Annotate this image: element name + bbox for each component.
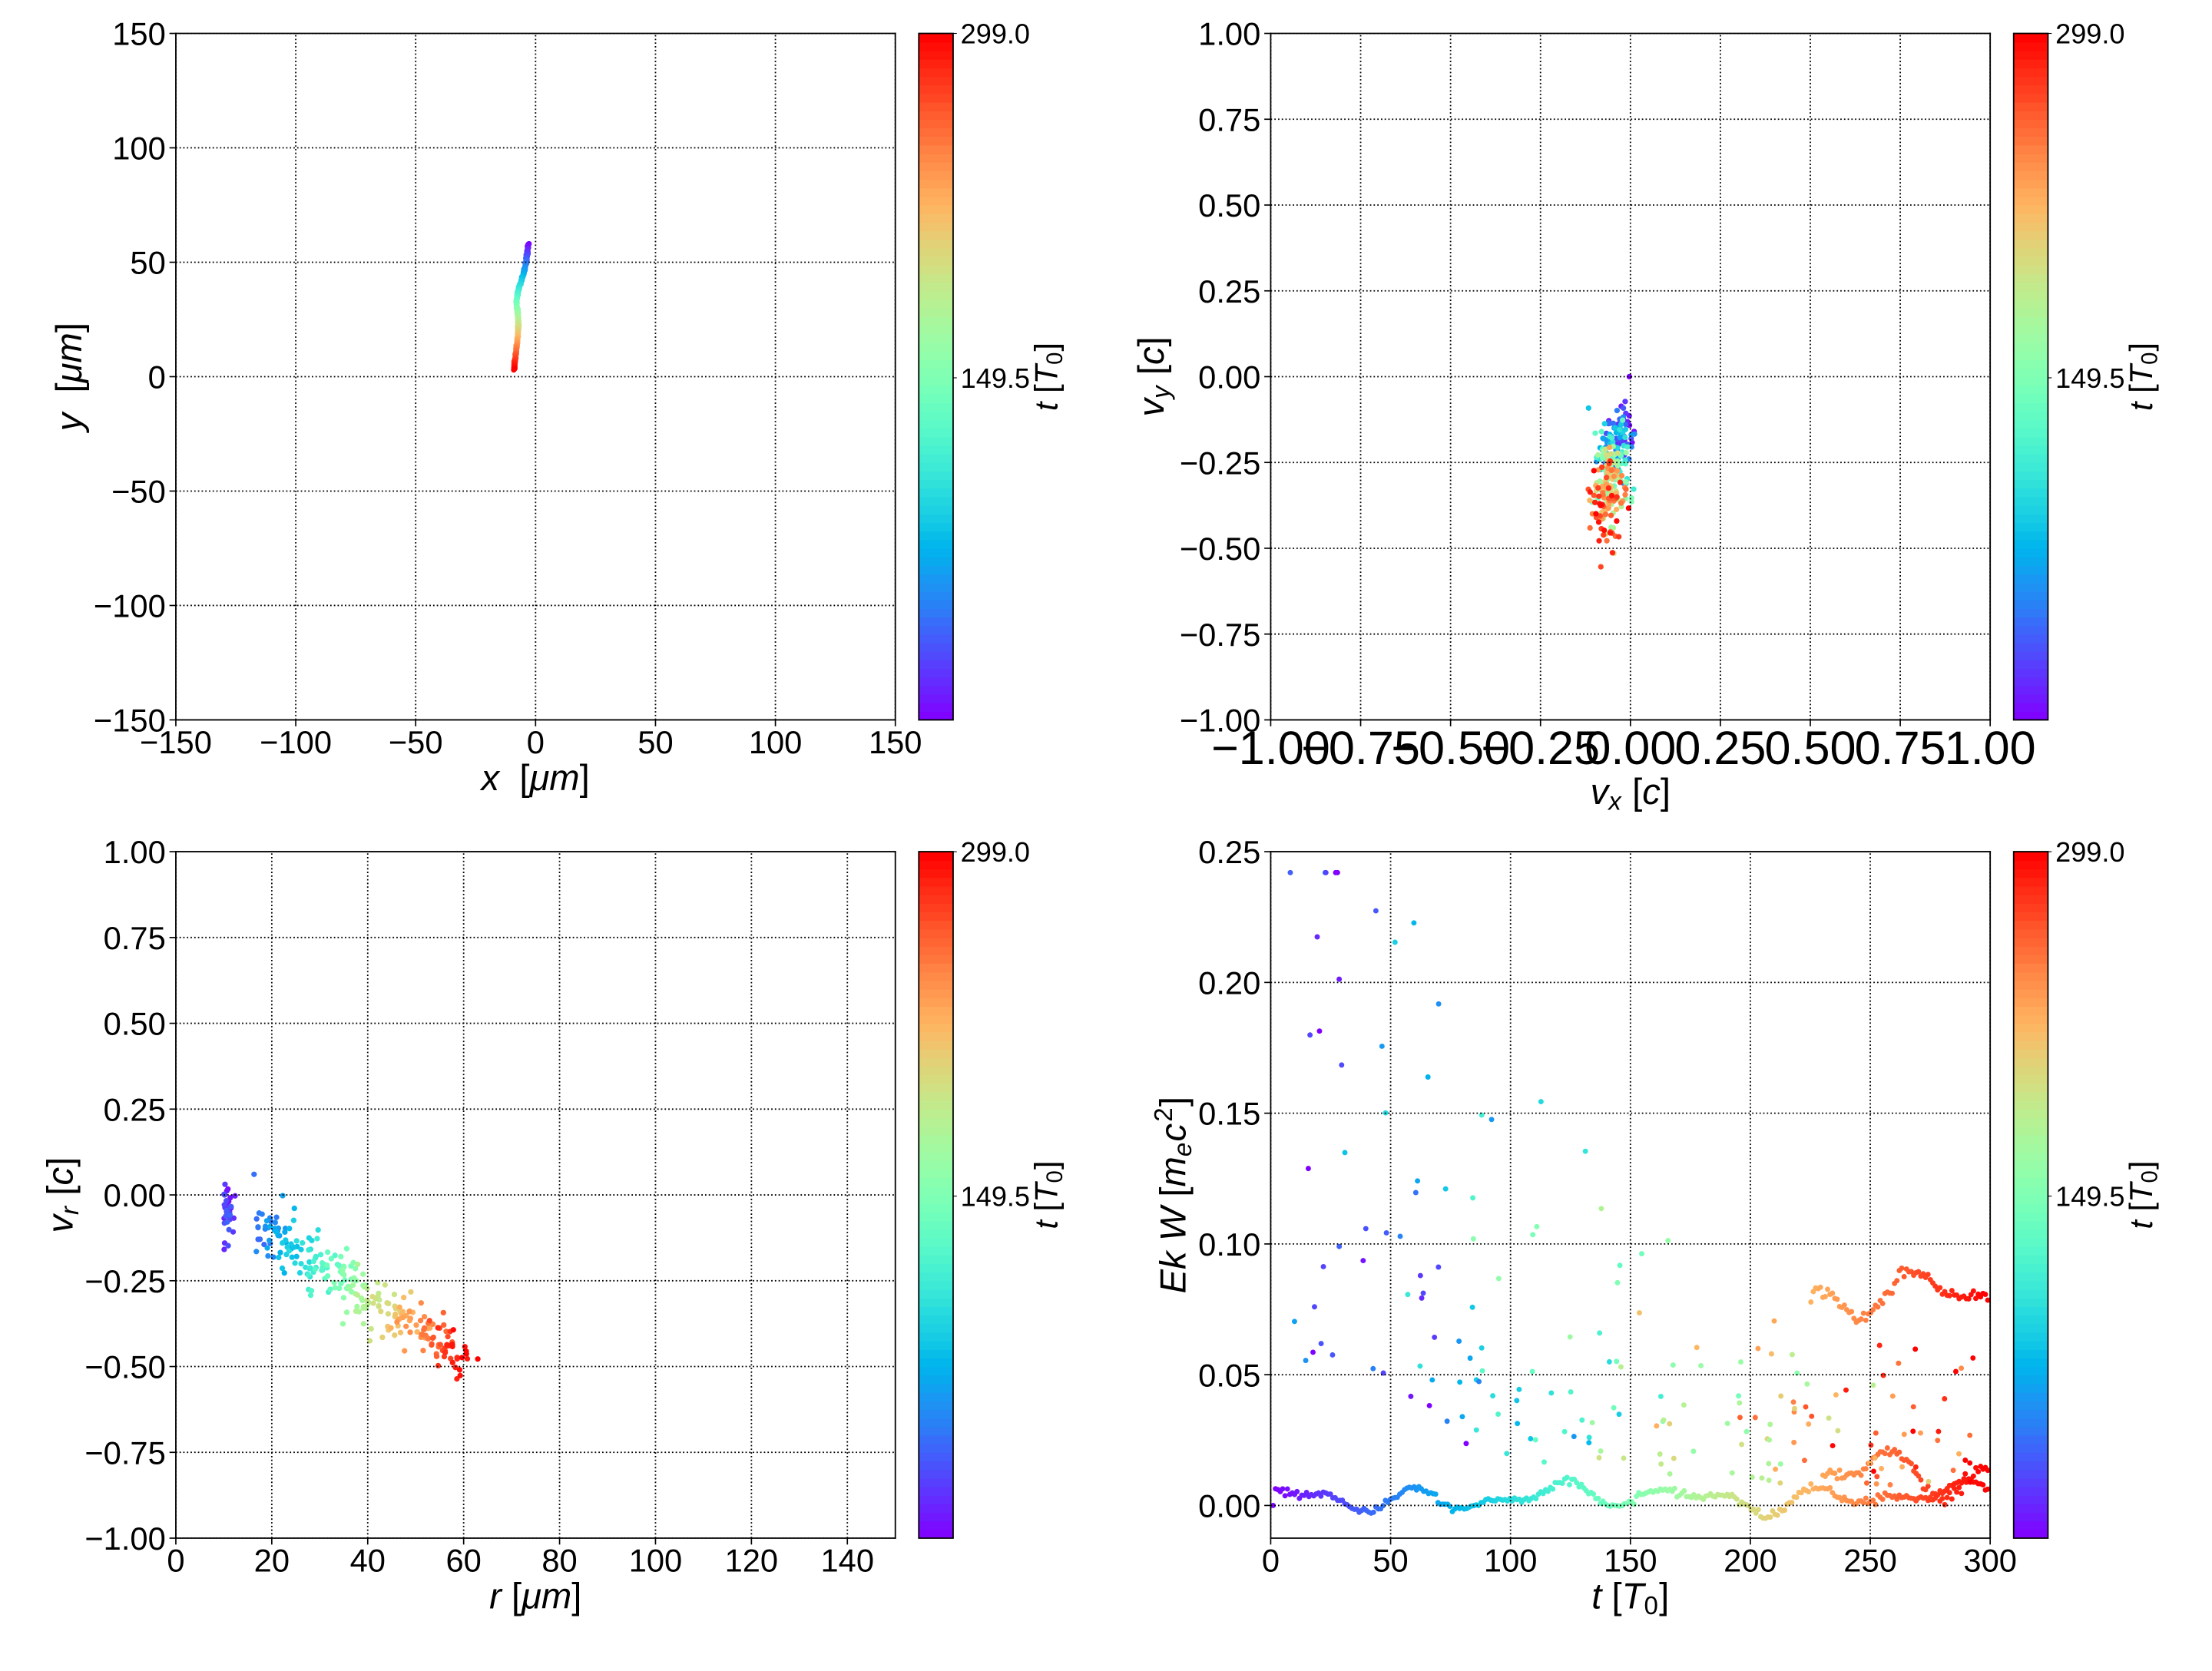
svg-text:299.0: 299.0 (2055, 836, 2124, 868)
svg-text:−0.25: −0.25 (84, 1263, 165, 1299)
svg-text:140: 140 (820, 1542, 874, 1578)
svg-text:40: 40 (350, 1542, 386, 1578)
svg-text:−50: −50 (389, 724, 443, 760)
svg-text:149.5: 149.5 (2055, 1181, 2124, 1213)
svg-text:−0.25: −0.25 (1180, 445, 1260, 481)
svg-text:0.00: 0.00 (1198, 359, 1260, 395)
svg-text:−100: −100 (260, 724, 332, 760)
svg-text:0.25: 0.25 (1198, 834, 1260, 870)
svg-text:−0.75: −0.75 (1180, 617, 1260, 653)
svg-text:300: 300 (1963, 1542, 2017, 1578)
svg-text:80: 80 (541, 1542, 577, 1578)
svg-text:150: 150 (1604, 1542, 1657, 1578)
svg-text:0.75: 0.75 (1198, 101, 1260, 137)
svg-text:1.00: 1.00 (104, 834, 166, 870)
svg-text:0.15: 0.15 (1198, 1096, 1260, 1132)
svg-text:1.00: 1.00 (1945, 722, 2036, 774)
svg-text:120: 120 (725, 1542, 779, 1578)
svg-text:y μ m [: y μ m [ ] (49, 323, 90, 433)
svg-text:60: 60 (445, 1542, 481, 1578)
svg-text:0.20: 0.20 (1198, 965, 1260, 1001)
svg-text:20: 20 (254, 1542, 290, 1578)
svg-text:0.25: 0.25 (104, 1091, 166, 1127)
svg-text:0: 0 (527, 724, 545, 760)
svg-text:299.0: 299.0 (961, 18, 1030, 50)
svg-text:0.50: 0.50 (104, 1006, 166, 1042)
svg-text:0.00: 0.00 (104, 1177, 166, 1213)
svg-text:−0.75: −0.75 (84, 1434, 165, 1471)
svg-text:250: 250 (1843, 1542, 1897, 1578)
svg-text:149.5: 149.5 (961, 1181, 1030, 1213)
svg-text:150: 150 (112, 16, 166, 52)
svg-text:0: 0 (167, 1542, 184, 1578)
svg-text:0.10: 0.10 (1198, 1226, 1260, 1262)
svg-text:0.25: 0.25 (1198, 273, 1260, 309)
svg-text:−100: −100 (94, 588, 166, 624)
svg-text:x μ m [: x μ m [ ] (479, 758, 589, 799)
svg-text:−0.50: −0.50 (1180, 531, 1260, 567)
svg-text:0.75: 0.75 (104, 920, 166, 956)
svg-text:0: 0 (148, 359, 166, 395)
svg-text:200: 200 (1724, 1542, 1777, 1578)
svg-text:0.50: 0.50 (1765, 722, 1856, 774)
svg-text:−150: −150 (94, 703, 166, 739)
svg-text:299.0: 299.0 (961, 836, 1030, 868)
svg-text:50: 50 (130, 245, 165, 281)
svg-text:0.25: 0.25 (1674, 722, 1766, 774)
svg-text:50: 50 (637, 724, 673, 760)
svg-text:1.00: 1.00 (1198, 16, 1260, 52)
svg-text:−0.50: −0.50 (84, 1349, 165, 1385)
svg-text:149.5: 149.5 (2055, 362, 2124, 394)
svg-text:−1.00: −1.00 (1180, 703, 1260, 739)
svg-text:149.5: 149.5 (961, 362, 1030, 394)
svg-text:100: 100 (749, 724, 803, 760)
svg-text:−0.25: −0.25 (1481, 722, 1600, 774)
svg-text:0: 0 (1262, 1542, 1280, 1578)
svg-text:100: 100 (629, 1542, 683, 1578)
svg-text:v c r [: v c r [ ] (40, 1157, 84, 1233)
svg-text:0.50: 0.50 (1198, 187, 1260, 223)
svg-text:299.0: 299.0 (2055, 18, 2124, 50)
svg-text:50: 50 (1373, 1542, 1408, 1578)
svg-text:0.75: 0.75 (1855, 722, 1946, 774)
svg-text:0.00: 0.00 (1584, 722, 1676, 774)
svg-text:0.05: 0.05 (1198, 1357, 1260, 1393)
svg-text:100: 100 (1484, 1542, 1538, 1578)
svg-text:150: 150 (869, 724, 922, 760)
svg-text:100: 100 (112, 131, 166, 167)
svg-text:−50: −50 (111, 474, 166, 510)
svg-text:−1.00: −1.00 (84, 1520, 165, 1557)
svg-text:0.00: 0.00 (1198, 1488, 1260, 1524)
